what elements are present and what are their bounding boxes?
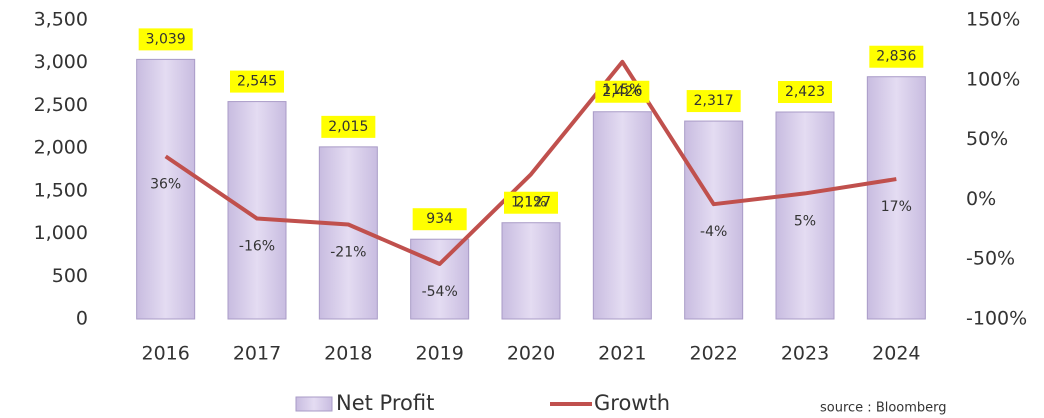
- legend-label: Net Profit: [336, 391, 434, 415]
- value-label: 2,426: [602, 84, 642, 100]
- x-tick-label: 2016: [141, 343, 189, 365]
- x-tick-label: 2020: [507, 343, 555, 365]
- y-tick-label: 0: [76, 308, 88, 330]
- value-label-box: [230, 70, 284, 93]
- growth-label: 5%: [794, 213, 816, 229]
- y-tick-label: 2,000: [34, 137, 88, 159]
- x-tick-label: 2019: [415, 343, 463, 365]
- x-tick-label: 2023: [781, 343, 829, 365]
- value-label-box: [321, 115, 376, 138]
- value-label: 2,423: [785, 84, 825, 100]
- growth-label: 21%: [515, 194, 546, 210]
- bar: [410, 238, 470, 320]
- value-label: 934: [426, 211, 453, 227]
- source: source : Bloomberg: [820, 401, 947, 416]
- bar: [592, 111, 652, 320]
- x-tick-label: 2018: [324, 343, 372, 365]
- y2-tick-label: 50%: [966, 128, 1008, 150]
- bar: [684, 120, 744, 320]
- growth-label: -4%: [700, 224, 727, 240]
- y-tick-label: 1,500: [34, 179, 88, 201]
- bar: [136, 58, 196, 320]
- y-tick-label: 2,500: [34, 94, 88, 116]
- growth-label: -16%: [239, 239, 275, 255]
- value-label-box: [869, 45, 924, 68]
- value-label: 2,317: [694, 93, 734, 109]
- bar: [501, 222, 561, 320]
- legend-swatch: [295, 396, 333, 412]
- y-tick-label: 3,500: [34, 9, 88, 31]
- value-label-box: [778, 81, 832, 104]
- growth-line: [164, 59, 897, 266]
- value-label-box: [504, 191, 558, 214]
- value-label: 1,127: [511, 195, 551, 211]
- y-tick-label: 3,000: [34, 51, 88, 73]
- x-tick-label: 2024: [872, 343, 920, 365]
- bar: [227, 101, 287, 320]
- value-label-box: [595, 80, 650, 103]
- value-label-box: [138, 28, 193, 51]
- growth-label: 17%: [881, 199, 912, 215]
- value-label-box: [686, 90, 741, 113]
- y2-tick-label: -50%: [966, 248, 1015, 270]
- growth-label: -54%: [422, 284, 458, 300]
- y2-tick-label: -100%: [966, 308, 1027, 330]
- y-tick-label: 1,000: [34, 222, 88, 244]
- value-label: 2,015: [328, 119, 368, 135]
- growth-label: -21%: [330, 245, 366, 261]
- bar: [775, 111, 835, 320]
- y2-tick-label: 100%: [966, 68, 1020, 90]
- value-label-box: [412, 208, 467, 231]
- value-label: 2,836: [876, 49, 916, 65]
- bar: [866, 76, 926, 320]
- y-tick-label: 500: [52, 265, 88, 287]
- growth-label: 36%: [150, 176, 181, 192]
- y2-tick-label: 0%: [966, 188, 996, 210]
- value-label: 3,039: [146, 31, 186, 47]
- growth-label: 115%: [602, 82, 642, 98]
- x-tick-label: 2021: [598, 343, 646, 365]
- value-label: 2,545: [237, 74, 277, 90]
- x-tick-label: 2022: [689, 343, 737, 365]
- y2-tick-label: 150%: [966, 9, 1020, 31]
- legend-label: Growth: [594, 391, 670, 415]
- x-tick-label: 2017: [233, 343, 281, 365]
